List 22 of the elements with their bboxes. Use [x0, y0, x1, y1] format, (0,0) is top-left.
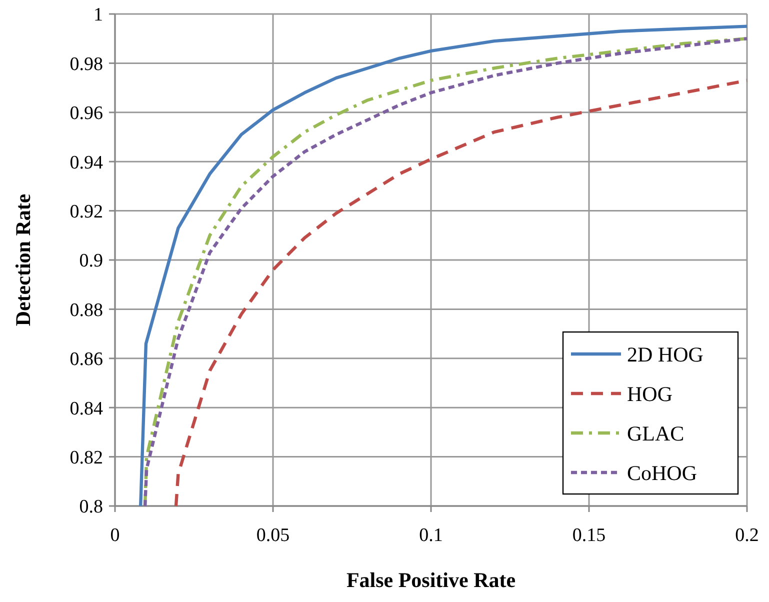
- y-axis-title: Detection Rate: [11, 194, 35, 326]
- y-tick-label: 0.88: [70, 300, 103, 321]
- y-tick-label: 0.9: [79, 250, 103, 272]
- y-tick-label: 0.84: [70, 398, 104, 420]
- legend-label: 2D HOG: [627, 342, 704, 366]
- y-tick-label: 0.8: [79, 496, 103, 518]
- legend-label: HOG: [627, 382, 672, 406]
- y-tick-label: 0.82: [70, 447, 103, 468]
- y-tick-label: 0.86: [70, 349, 103, 370]
- x-axis-title: False Positive Rate: [346, 568, 516, 592]
- legend-label: CoHOG: [627, 460, 698, 485]
- x-tick-label: 0.15: [572, 525, 606, 546]
- y-tick-label: 0.96: [70, 103, 103, 124]
- y-tick-label: 0.98: [70, 54, 103, 75]
- x-tick-label: 0.1: [419, 525, 443, 546]
- legend-label: GLAC: [627, 421, 684, 446]
- x-tick-label: 0: [110, 525, 120, 546]
- y-tick-label: 0.92: [70, 201, 103, 222]
- y-tick-label: 1: [94, 4, 103, 26]
- x-tick-label: 0.2: [735, 525, 759, 546]
- y-tick-label: 0.94: [70, 152, 104, 174]
- x-tick-label: 0.05: [256, 525, 290, 546]
